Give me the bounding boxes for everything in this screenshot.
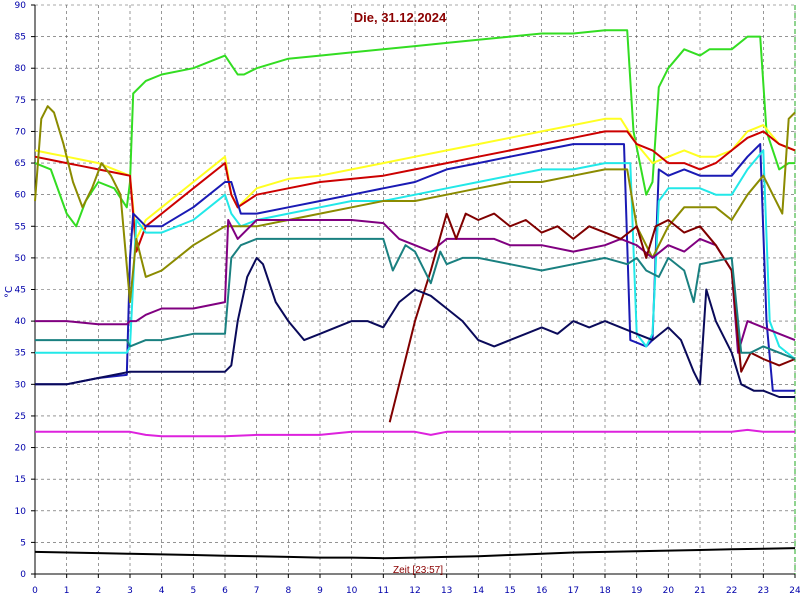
series-group: [34, 29, 796, 560]
y-tick-label: 55: [15, 222, 26, 232]
x-tick-label: 17: [568, 586, 579, 596]
x-tick-label: 19: [631, 586, 643, 596]
series-line-9: [35, 237, 796, 360]
x-tick-label: 24: [789, 586, 800, 596]
chart-title: Die, 31.12.2024: [354, 10, 447, 25]
series-line-11: [35, 428, 795, 438]
x-tick-label: 20: [663, 586, 675, 596]
series-line-5: [35, 149, 796, 360]
x-tick-label: 15: [504, 586, 515, 596]
x-tick-label: 7: [254, 586, 260, 596]
y-tick-label: 0: [20, 570, 26, 580]
x-tick-label: 18: [599, 586, 611, 596]
y-tick-label: 65: [15, 159, 26, 169]
x-tick-label: 2: [95, 586, 101, 596]
x-tick-label: 8: [285, 586, 291, 596]
y-tick-label: 60: [15, 191, 27, 201]
x-tick-label: 14: [473, 586, 485, 596]
x-tick-label: 4: [159, 586, 165, 596]
y-tick-label: 35: [15, 349, 26, 359]
series-line-1: [34, 29, 795, 228]
x-tick-label: 23: [758, 586, 769, 596]
x-tick-label: 5: [190, 586, 196, 596]
y-tick-label: 70: [15, 127, 27, 137]
y-tick-label: 5: [20, 538, 26, 548]
series-line-8: [388, 212, 796, 423]
x-tick-label: 22: [726, 586, 737, 596]
y-tick-label: 10: [15, 507, 27, 517]
y-tick-label: 50: [15, 254, 27, 264]
x-axis-label: Zeit [23:57]: [393, 565, 443, 576]
axes: [31, 4, 796, 578]
x-tick-label: 1: [64, 586, 70, 596]
series-line-6: [34, 105, 796, 304]
x-tick-label: 13: [441, 586, 452, 596]
x-tick-label: 10: [346, 586, 358, 596]
x-tick-label: 9: [317, 586, 323, 596]
y-axis-label: °C: [4, 286, 15, 298]
tick-labels: 0 1 2 3 4 5 6 7 8 9 10 11 12 13 14 15 16 17 18 19 20 21 22 23 24…: [15, 1, 800, 596]
y-tick-label: 20: [15, 444, 27, 454]
x-tick-label: 12: [409, 586, 420, 596]
x-tick-label: 0: [32, 586, 38, 596]
y-tick-label: 85: [15, 33, 26, 43]
y-tick-label: 15: [15, 475, 26, 485]
x-tick-label: 6: [222, 586, 228, 596]
x-tick-label: 16: [536, 586, 548, 596]
series-line-3: [34, 130, 796, 253]
y-tick-label: 90: [15, 1, 27, 11]
series-line-4: [35, 143, 795, 392]
y-tick-label: 25: [15, 412, 26, 422]
x-tick-label: 11: [378, 586, 389, 596]
x-tick-label: 21: [694, 586, 705, 596]
y-tick-label: 45: [15, 286, 26, 296]
y-tick-label: 30: [15, 380, 27, 390]
y-tick-label: 80: [15, 64, 27, 74]
series-line-12: [34, 547, 796, 560]
y-tick-label: 75: [15, 96, 26, 106]
series-line-10: [35, 256, 795, 398]
y-tick-label: 40: [15, 317, 27, 327]
x-tick-label: 3: [127, 586, 133, 596]
